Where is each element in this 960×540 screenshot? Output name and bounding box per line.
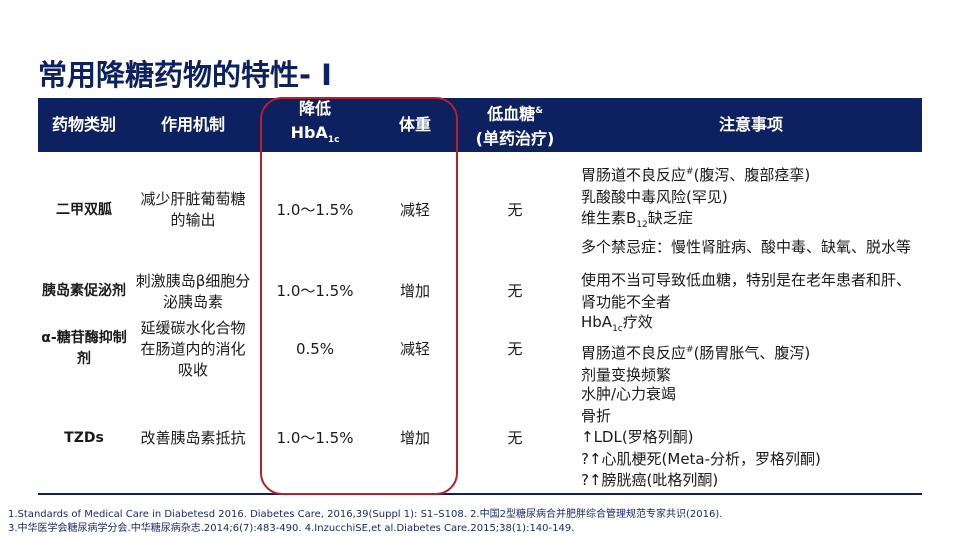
hba1c-cell: 1.0～1.5%	[276, 428, 354, 447]
hypoglycemia-cell: 无	[507, 200, 523, 219]
weight-cell: 减轻	[399, 200, 430, 219]
hba1c-cell: 0.5%	[295, 339, 335, 358]
hypoglycemia-cell: 无	[507, 428, 523, 447]
drug-class-cell: TZDs	[64, 429, 104, 446]
note-line: ?↑膀胱癌(吡格列酮)	[581, 470, 718, 492]
note-text: 胃肠道不良反应	[581, 344, 687, 363]
note-text: ?↑心肌梗死(Meta-分析，罗格列酮)	[581, 449, 821, 468]
note-text: (肠胃胀气、腹泻)	[693, 344, 811, 363]
header-hba1c-line1: 降低	[298, 99, 331, 119]
page-title: 常用降糖药物的特性- Ⅰ	[38, 58, 332, 92]
hba1c-sub: 1c	[327, 135, 340, 146]
notes-cell: 使用不当可导致低血糖，特别是在老年患者和肝、肾功能不全者	[581, 268, 921, 315]
drug-class-cell: 胰岛素促泌剂	[42, 283, 126, 299]
weight-cell: 增加	[399, 428, 430, 447]
note-text: 多个禁忌症：慢性肾脏病、酸中毒、缺氧、脱水等	[581, 237, 912, 256]
mechanism-cell: 改善胰岛素抵抗	[140, 428, 246, 447]
hypoglycemia-cell: 无	[507, 339, 523, 358]
notes-cell: 胃肠道不良反应#(腹泻、腹部痉挛) 乳酸酸中毒风险(罕见) 维生素B12缺乏症 多个禁…	[581, 152, 921, 268]
hba1c-cell: 1.0～1.5%	[276, 200, 354, 219]
note-line: 维生素B12缺乏症	[581, 208, 693, 237]
header-hypoglycemia: 低血糖& (单药治疗)	[460, 98, 570, 152]
weight-cell: 增加	[399, 282, 430, 300]
table-row: TZDs 改善胰岛素抵抗 1.0～1.5% 增加 无 水肿/心力衰竭 骨折 ↑LDL(罗格列酮…	[38, 383, 922, 493]
header-weight: 体重	[398, 115, 431, 134]
drug-class-cell: 二甲双胍	[56, 201, 112, 218]
note-text: 乳酸酸中毒风险(罕见)	[581, 187, 728, 206]
mechanism-cell: 减少肝脏葡萄糖的输出	[140, 190, 246, 229]
table-row: 胰岛素促泌剂 刺激胰岛β细胞分泌胰岛素 1.0～1.5% 增加 无 使用不当可导致低血糖，…	[38, 268, 922, 315]
drug-class-cell: α-糖苷酶抑制剂	[41, 330, 127, 367]
table-bottom-rule	[38, 493, 922, 495]
hba1c-text: HbA	[290, 123, 328, 143]
note-text: 骨折	[581, 406, 612, 425]
note-text: ?↑膀胱癌(吡格列酮)	[581, 471, 719, 490]
mechanism-cell: 延缓碳水化合物在肠道内的消化吸收	[140, 318, 246, 379]
reference-line: 1.Standards of Medical Care in Diabetesd…	[8, 509, 723, 520]
weight-cell: 减轻	[399, 339, 430, 358]
table-header: 药物类别 作用机制 降低 HbA1c 体重 低血糖& (单药治疗) 注意事项	[38, 98, 922, 152]
header-hba1c-line2: HbA1c	[291, 121, 340, 152]
note-text: HbA	[581, 312, 613, 331]
note-line: 使用不当可导致低血糖，特别是在老年患者和肝、肾功能不全者	[581, 270, 921, 313]
references: 1.Standards of Medical Care in Diabetesd…	[8, 508, 722, 536]
note-line: 骨折	[581, 406, 611, 428]
note-line: 多个禁忌症：慢性肾脏病、酸中毒、缺氧、脱水等	[581, 237, 911, 259]
note-text: 剂量变换频繁	[581, 365, 672, 384]
header-hypo-line1: 低血糖&	[487, 99, 543, 126]
header-notes: 注意事项	[718, 115, 783, 134]
note-line: HbA1c疗效	[581, 312, 653, 341]
hypoglycemia-cell: 无	[507, 282, 523, 300]
note-text: 缺乏症	[647, 209, 693, 227]
note-text: (腹泻、腹部痉挛)	[693, 166, 811, 184]
notes-cell: 水肿/心力衰竭 骨折 ↑LDL(罗格列酮) ?↑心肌梗死(Meta-分析，罗格列酮)?…	[581, 383, 921, 493]
note-text: 疗效	[622, 312, 653, 331]
superscript: #	[686, 345, 694, 356]
table-row: 二甲双胍 减少肝脏葡萄糖的输出 1.0～1.5% 减轻 无 胃肠道不良反应#(腹泻、腹部痉…	[38, 152, 922, 268]
note-text: ↑LDL(罗格列酮)	[581, 428, 694, 447]
note-text: 水肿/心力衰竭	[581, 385, 677, 404]
note-text: 维生素B	[581, 209, 637, 227]
superscript: #	[686, 167, 694, 177]
header-hypo-line2: (单药治疗)	[475, 128, 555, 148]
header-drug-class: 药物类别	[51, 115, 116, 134]
header-hba1c: 降低 HbA1c	[260, 98, 370, 152]
note-text: 胃肠道不良反应	[581, 166, 687, 184]
note-line: ↑LDL(罗格列酮)	[581, 427, 694, 449]
hba1c-cell: 1.0～1.5%	[276, 282, 354, 300]
note-line: 胃肠道不良反应#(肠胃胀气、腹泻)	[581, 340, 810, 365]
note-line: 乳酸酸中毒风险(罕见)	[581, 187, 728, 209]
note-line: ?↑心肌梗死(Meta-分析，罗格列酮)	[581, 449, 821, 471]
note-line: 剂量变换频繁	[581, 365, 671, 387]
hypo-text: 低血糖	[487, 104, 536, 124]
highlight-box	[260, 97, 458, 495]
reference-line: 3.中华医学会糖尿病学分会.中华糖尿病杂志.2014;6(7):483-490.…	[8, 523, 575, 534]
note-line: 胃肠道不良反应#(腹泻、腹部痉挛)	[581, 162, 810, 187]
note-text: 使用不当可导致低血糖，特别是在老年患者和肝、肾功能不全者	[581, 271, 912, 311]
header-mechanism: 作用机制	[160, 115, 225, 134]
note-line: 水肿/心力衰竭	[581, 384, 676, 406]
subscript: 12	[636, 220, 648, 230]
table-row: α-糖苷酶抑制剂 延缓碳水化合物在肠道内的消化吸收 0.5% 减轻无 HbA1c疗效 胃肠…	[38, 312, 922, 384]
subscript: 1c	[612, 323, 623, 334]
mechanism-cell: 刺激胰岛β细胞分泌胰岛素	[135, 271, 251, 311]
notes-cell: HbA1c疗效 胃肠道不良反应#(肠胃胀气、腹泻) 剂量变换频繁	[581, 312, 921, 384]
hypo-sup: &	[535, 106, 543, 117]
